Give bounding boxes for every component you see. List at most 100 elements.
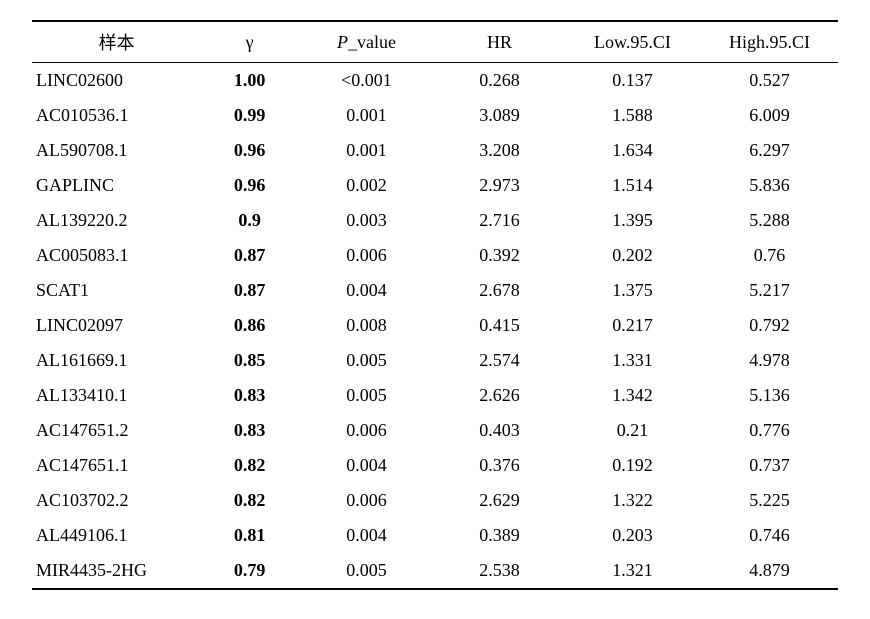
cell-low: 0.217 [564, 308, 701, 343]
cell-high: 5.217 [701, 273, 838, 308]
cell-pvalue: 0.004 [298, 448, 435, 483]
cell-low: 0.21 [564, 413, 701, 448]
pvalue-italic-p: P [337, 32, 348, 52]
cell-pvalue: 0.002 [298, 168, 435, 203]
table-row: LINC020970.860.0080.4150.2170.792 [32, 308, 838, 343]
cell-hr: 2.626 [435, 378, 564, 413]
cell-gamma: 0.99 [201, 98, 298, 133]
col-header-pvalue: P_value [298, 21, 435, 63]
cell-high: 0.527 [701, 63, 838, 99]
cell-high: 6.009 [701, 98, 838, 133]
cell-sample: LINC02097 [32, 308, 201, 343]
cell-hr: 3.089 [435, 98, 564, 133]
cell-low: 1.395 [564, 203, 701, 238]
cell-pvalue: 0.005 [298, 553, 435, 589]
cell-high: 5.288 [701, 203, 838, 238]
table-row: AL133410.10.830.0052.6261.3425.136 [32, 378, 838, 413]
table-row: GAPLINC0.960.0022.9731.5145.836 [32, 168, 838, 203]
cell-high: 0.792 [701, 308, 838, 343]
cell-sample: SCAT1 [32, 273, 201, 308]
cell-pvalue: 0.004 [298, 518, 435, 553]
cell-pvalue: 0.005 [298, 343, 435, 378]
cell-pvalue: 0.006 [298, 483, 435, 518]
cell-high: 4.879 [701, 553, 838, 589]
cell-gamma: 0.96 [201, 133, 298, 168]
cell-hr: 2.574 [435, 343, 564, 378]
cell-low: 1.331 [564, 343, 701, 378]
cell-low: 1.321 [564, 553, 701, 589]
table-body: LINC026001.00<0.0010.2680.1370.527AC0105… [32, 63, 838, 590]
cell-hr: 2.973 [435, 168, 564, 203]
col-header-hr: HR [435, 21, 564, 63]
col-header-low: Low.95.CI [564, 21, 701, 63]
cell-pvalue: 0.008 [298, 308, 435, 343]
stats-table: 样本 γ P_value HR Low.95.CI High.95.CI LIN… [32, 20, 838, 590]
cell-pvalue: 0.006 [298, 413, 435, 448]
cell-hr: 0.268 [435, 63, 564, 99]
table-row: SCAT10.870.0042.6781.3755.217 [32, 273, 838, 308]
cell-sample: AL449106.1 [32, 518, 201, 553]
cell-gamma: 0.86 [201, 308, 298, 343]
cell-low: 1.375 [564, 273, 701, 308]
table-header-row: 样本 γ P_value HR Low.95.CI High.95.CI [32, 21, 838, 63]
cell-sample: AL133410.1 [32, 378, 201, 413]
cell-low: 1.588 [564, 98, 701, 133]
table-row: MIR4435-2HG0.790.0052.5381.3214.879 [32, 553, 838, 589]
cell-low: 1.514 [564, 168, 701, 203]
cell-sample: MIR4435-2HG [32, 553, 201, 589]
cell-low: 0.203 [564, 518, 701, 553]
cell-high: 6.297 [701, 133, 838, 168]
cell-low: 0.202 [564, 238, 701, 273]
cell-gamma: 0.85 [201, 343, 298, 378]
cell-hr: 0.389 [435, 518, 564, 553]
cell-hr: 2.678 [435, 273, 564, 308]
table-row: AL449106.10.810.0040.3890.2030.746 [32, 518, 838, 553]
cell-gamma: 0.87 [201, 238, 298, 273]
cell-low: 1.634 [564, 133, 701, 168]
cell-gamma: 0.79 [201, 553, 298, 589]
cell-low: 0.137 [564, 63, 701, 99]
cell-gamma: 0.83 [201, 378, 298, 413]
cell-gamma: 0.82 [201, 483, 298, 518]
cell-pvalue: 0.006 [298, 238, 435, 273]
cell-hr: 0.403 [435, 413, 564, 448]
cell-pvalue: 0.005 [298, 378, 435, 413]
cell-high: 5.836 [701, 168, 838, 203]
cell-pvalue: 0.003 [298, 203, 435, 238]
cell-sample: AC005083.1 [32, 238, 201, 273]
col-header-gamma: γ [201, 21, 298, 63]
cell-low: 0.192 [564, 448, 701, 483]
cell-high: 4.978 [701, 343, 838, 378]
cell-sample: AL161669.1 [32, 343, 201, 378]
cell-gamma: 1.00 [201, 63, 298, 99]
cell-hr: 2.629 [435, 483, 564, 518]
cell-hr: 0.415 [435, 308, 564, 343]
cell-high: 0.737 [701, 448, 838, 483]
table-row: AL139220.20.90.0032.7161.3955.288 [32, 203, 838, 238]
cell-pvalue: 0.001 [298, 133, 435, 168]
col-header-sample: 样本 [32, 21, 201, 63]
cell-pvalue: 0.001 [298, 98, 435, 133]
cell-high: 0.76 [701, 238, 838, 273]
cell-high: 5.136 [701, 378, 838, 413]
cell-gamma: 0.87 [201, 273, 298, 308]
cell-gamma: 0.83 [201, 413, 298, 448]
cell-pvalue: 0.004 [298, 273, 435, 308]
cell-sample: AC103702.2 [32, 483, 201, 518]
cell-gamma: 0.96 [201, 168, 298, 203]
col-header-high: High.95.CI [701, 21, 838, 63]
cell-low: 1.342 [564, 378, 701, 413]
cell-sample: GAPLINC [32, 168, 201, 203]
cell-gamma: 0.82 [201, 448, 298, 483]
table-row: AC147651.10.820.0040.3760.1920.737 [32, 448, 838, 483]
table-row: AC010536.10.990.0013.0891.5886.009 [32, 98, 838, 133]
cell-sample: AL139220.2 [32, 203, 201, 238]
table-row: LINC026001.00<0.0010.2680.1370.527 [32, 63, 838, 99]
cell-sample: AC147651.2 [32, 413, 201, 448]
table-row: AL590708.10.960.0013.2081.6346.297 [32, 133, 838, 168]
table-row: AC147651.20.830.0060.4030.210.776 [32, 413, 838, 448]
cell-high: 5.225 [701, 483, 838, 518]
table-row: AC103702.20.820.0062.6291.3225.225 [32, 483, 838, 518]
cell-sample: AL590708.1 [32, 133, 201, 168]
cell-sample: AC010536.1 [32, 98, 201, 133]
